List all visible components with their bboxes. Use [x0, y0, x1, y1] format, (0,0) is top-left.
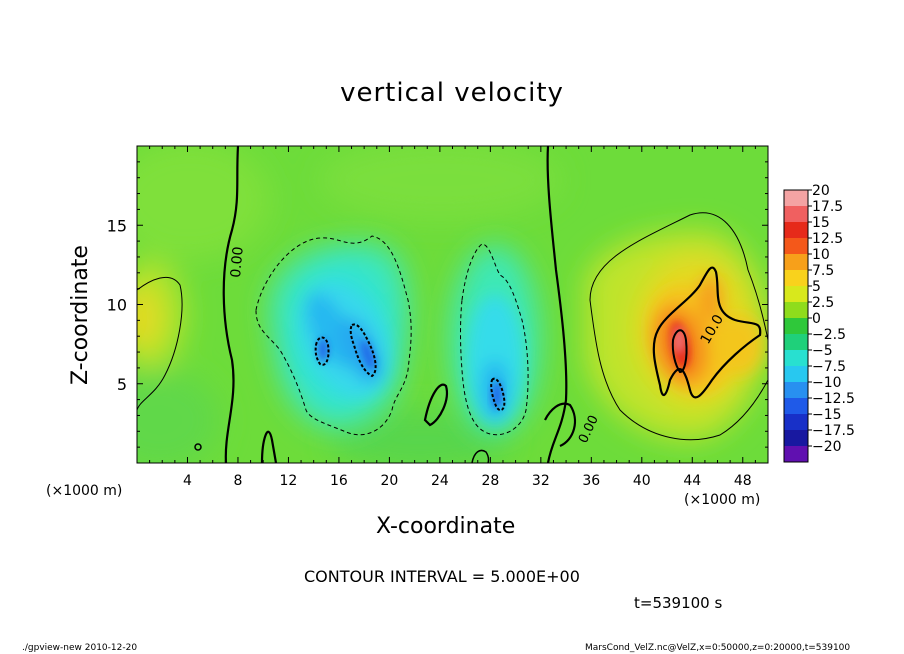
colorbar-swatch [784, 302, 808, 319]
colorbar: 2017.51512.5107.552.50−2.5−5−7.5−10−12.5… [783, 183, 855, 463]
colorbar-swatch [784, 334, 808, 351]
colorbar-swatch [784, 366, 808, 383]
colorbar-label: −15 [812, 407, 842, 423]
colorbar-swatch [784, 254, 808, 271]
zero-contour-right [546, 146, 568, 463]
colorbar-label: 10 [812, 247, 830, 263]
colorbar-label: −10 [812, 375, 842, 391]
x-tick-label: 12 [280, 473, 298, 489]
colorbar-label: 17.5 [812, 199, 843, 215]
x-tick-label: 28 [481, 473, 499, 489]
x-unit-label-left: (×1000 m) [46, 483, 123, 499]
colorbar-swatch [784, 286, 808, 303]
heatmap-field [137, 146, 768, 463]
x-tick-label: 8 [233, 473, 242, 489]
colorbar-swatch [784, 190, 808, 207]
contour-lines [137, 146, 768, 463]
colorbar-label: 7.5 [812, 263, 834, 279]
x-tick-label: 32 [532, 473, 550, 489]
colorbar-swatch [784, 414, 808, 431]
colorbar-label: −7.5 [812, 359, 846, 375]
colorbar-frame [783, 189, 809, 463]
colorbar-label: 20 [812, 183, 830, 199]
x-tick-label: 20 [380, 473, 398, 489]
colorbar-label: −17.5 [812, 423, 855, 439]
colorbar-swatch [784, 206, 808, 223]
y-axis: 5 10 15 [107, 161, 768, 448]
contour-interval-text: CONTOUR INTERVAL = 5.000E+00 [304, 567, 580, 586]
y-tick-label: 15 [107, 216, 127, 235]
colorbar-swatch [784, 270, 808, 287]
footer-data-source: MarsCond_VelZ.nc@VelZ,x=0:50000,z=0:2000… [585, 643, 851, 653]
colorbar-label: 2.5 [812, 295, 834, 311]
x-tick-label: 36 [582, 473, 600, 489]
colorbar-label: −20 [812, 439, 842, 455]
chart-title: vertical velocity [340, 78, 564, 108]
colorbar-label: −2.5 [812, 327, 846, 343]
x-unit-label-right: (×1000 m) [684, 492, 761, 508]
colorbar-label: 15 [812, 215, 830, 231]
colorbar-swatch [784, 238, 808, 255]
x-tick-label: 16 [330, 473, 348, 489]
x-axis-label: X-coordinate [376, 514, 516, 539]
colorbar-label: 12.5 [812, 231, 843, 247]
y-axis-label: Z-coordinate [68, 245, 93, 385]
colorbar-swatch [784, 398, 808, 415]
colorbar-swatch [784, 446, 808, 463]
x-tick-label: 44 [683, 473, 701, 489]
x-tick-label: 4 [183, 473, 192, 489]
colorbar-swatch [784, 318, 808, 335]
x-tick-label: 40 [633, 473, 651, 489]
x-tick-label: 24 [431, 473, 449, 489]
zero-contour-left [222, 146, 240, 463]
x-tick-label: 48 [734, 473, 752, 489]
colorbar-label: 5 [812, 279, 821, 295]
time-stamp: t=539100 s [634, 594, 723, 612]
colorbar-swatch [784, 350, 808, 367]
y-tick-label: 5 [117, 375, 127, 394]
colorbar-swatch [784, 222, 808, 239]
colorbar-label: −12.5 [812, 391, 855, 407]
field-shading [137, 146, 560, 463]
x-axis: 4 8 12 16 20 24 28 32 36 40 44 48 [149, 146, 756, 489]
colorbar-swatch [784, 382, 808, 399]
footer-program-date: ./gpview-new 2010-12-20 [22, 643, 138, 653]
colorbar-label: 0 [812, 311, 821, 327]
colorbar-label: −5 [812, 343, 833, 359]
y-tick-label: 10 [107, 296, 127, 315]
colorbar-swatch [784, 430, 808, 447]
contour-label-zero-left: 0.00 [228, 246, 247, 278]
